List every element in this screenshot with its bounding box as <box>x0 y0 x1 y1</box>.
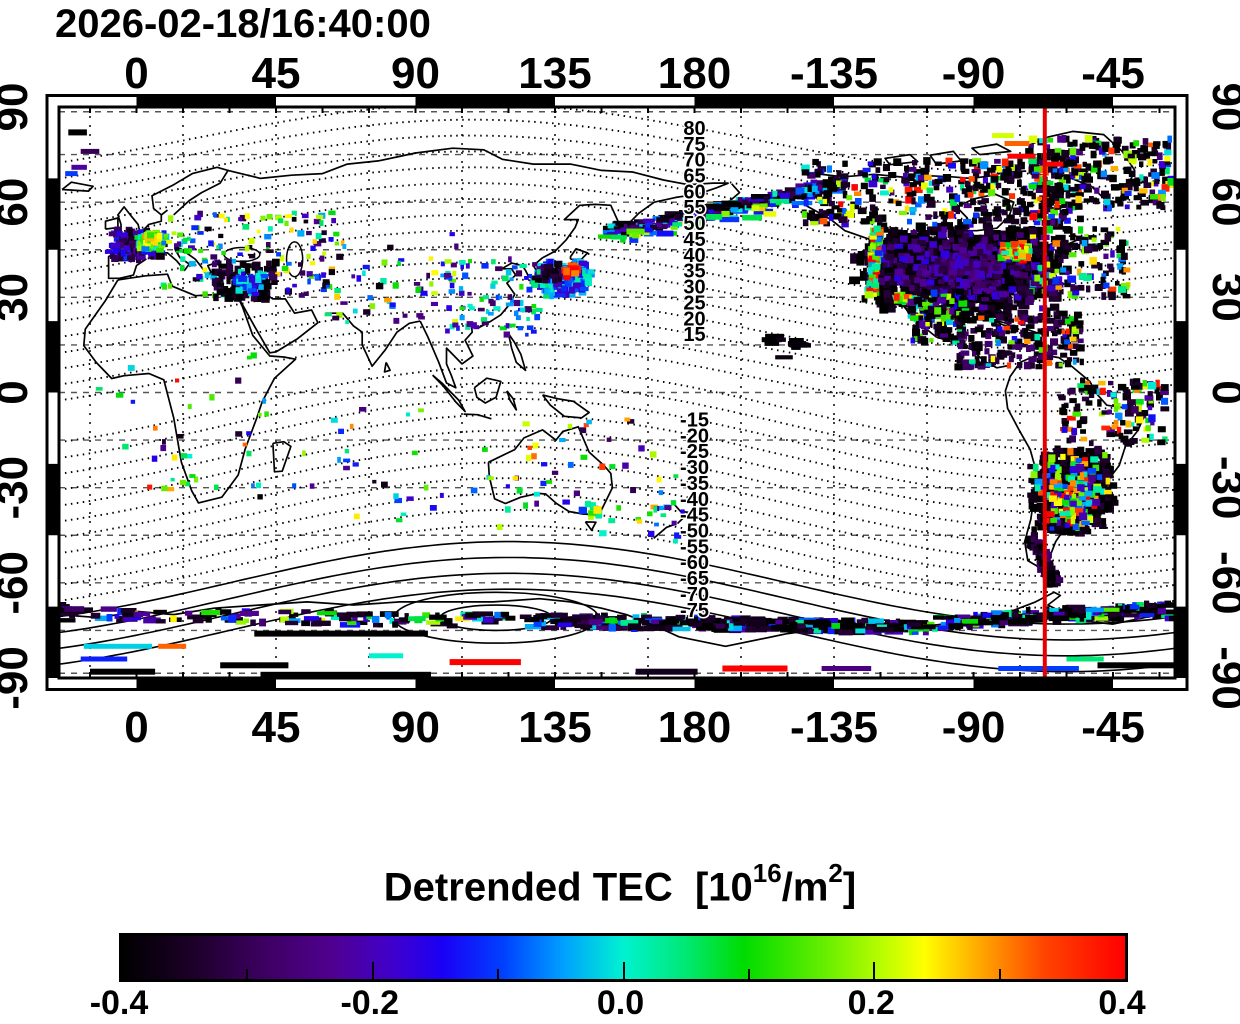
colorbar-major-tick <box>873 962 876 979</box>
colorbar-tick-label: -0.2 <box>340 984 400 1022</box>
lat-tick-label-left: 60 <box>0 178 37 227</box>
lat-tick-label-left: 30 <box>0 273 37 322</box>
lat-tick-label-left: -90 <box>0 646 37 710</box>
lat-tick-label-right: -90 <box>1203 646 1240 710</box>
colorbar-minor-tick <box>747 969 750 979</box>
colorbar-tick-labels: -0.4 -0.2 0.0 0.2 0.4 <box>0 984 1240 1024</box>
colorbar-major-tick <box>622 962 625 979</box>
plot-title: 2026-02-18/16:40:00 <box>55 2 431 46</box>
lat-tick-label-left: -60 <box>0 551 37 615</box>
lat-tick-label-left: -30 <box>0 456 37 520</box>
colorbar-unit-exp1: 16 <box>752 858 782 888</box>
lat-tick-label-right: 90 <box>1203 83 1240 132</box>
colorbar-tick-label: 0.0 <box>596 984 645 1022</box>
lat-tick-label-left: 90 <box>0 83 37 132</box>
lat-tick-label-right: 0 <box>1203 380 1240 404</box>
lat-tick-label-right: -60 <box>1203 551 1240 615</box>
tec-data-points <box>59 129 1175 678</box>
colorbar-title: Detrended TEC [1016/m2] <box>0 858 1240 910</box>
colorbar-title-text: Detrended TEC <box>383 865 673 910</box>
lon-tick-label-top: 45 <box>252 49 301 98</box>
lon-tick-label-top: 0 <box>124 49 148 98</box>
world-map-plot: 8075706560555045403530252015-15-20-25-30… <box>0 49 1240 752</box>
lat-tick-label-right: 30 <box>1203 273 1240 322</box>
axis-tick-labels: 0 0 45 45 90 90 135 135 180 180 -135 -135 -90 -90 -45 -… <box>0 49 1240 752</box>
colorbar-minor-tick <box>998 969 1001 979</box>
lon-tick-label-bottom: 90 <box>391 703 440 752</box>
lon-tick-label-top: -90 <box>942 49 1006 98</box>
colorbar-tick-label: 0.4 <box>1098 984 1146 1022</box>
map-content <box>59 107 1175 678</box>
colorbar-unit-prefix: [10 <box>694 865 753 910</box>
lon-tick-label-bottom: -45 <box>1081 703 1145 752</box>
lon-tick-label-top: 180 <box>658 49 731 98</box>
lon-tick-label-top: -135 <box>790 49 878 98</box>
colorbar <box>119 933 1128 982</box>
lon-tick-label-top: 135 <box>518 49 591 98</box>
lat-tick-label-right: 60 <box>1203 178 1240 227</box>
colorbar-minor-tick <box>246 969 249 979</box>
lat-tick-label-right: -30 <box>1203 456 1240 520</box>
colorbar-tick-label: -0.4 <box>89 984 149 1022</box>
contour-labels: 8075706560555045403530252015-15-20-25-30… <box>679 116 711 623</box>
colorbar-minor-tick <box>497 969 500 979</box>
colorbar-tick-label: 0.2 <box>847 984 895 1022</box>
lon-tick-label-top: 90 <box>391 49 440 98</box>
grid-lines <box>59 107 1175 678</box>
lat-tick-label-left: 0 <box>0 380 37 404</box>
lon-tick-label-bottom: 180 <box>658 703 731 752</box>
map-frame <box>45 94 1189 691</box>
colorbar-unit-mid: /m <box>781 865 829 910</box>
colorbar-major-tick <box>371 962 374 979</box>
lon-tick-label-bottom: -90 <box>942 703 1006 752</box>
lon-tick-label-bottom: 0 <box>124 703 148 752</box>
lon-tick-label-bottom: -135 <box>790 703 878 752</box>
lon-tick-label-bottom: 45 <box>252 703 301 752</box>
colorbar-unit-exp2: 2 <box>828 858 843 888</box>
colorbar-unit-suffix: ] <box>842 865 857 910</box>
lon-tick-label-top: -45 <box>1081 49 1145 98</box>
lon-tick-label-bottom: 135 <box>518 703 591 752</box>
